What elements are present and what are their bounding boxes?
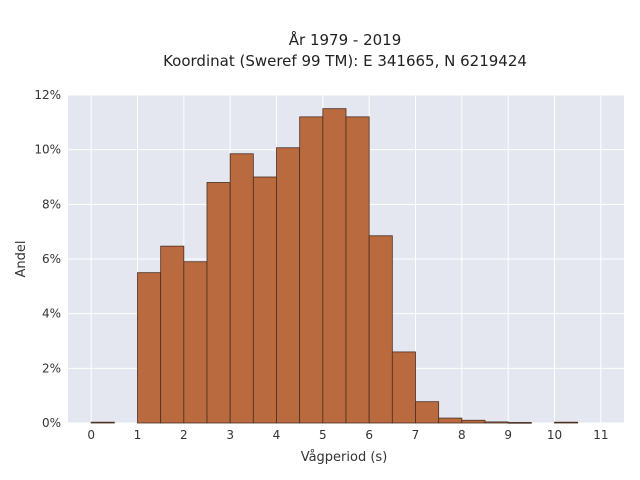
y-tick-label: 4%	[42, 307, 61, 321]
histogram-bar	[368, 235, 393, 424]
chart-title-line1: År 1979 - 2019	[289, 30, 402, 49]
histogram-bar	[438, 417, 463, 424]
x-tick-label: 5	[319, 428, 327, 442]
histogram-bar	[415, 401, 440, 424]
chart-title-line2: Koordinat (Sweref 99 TM): E 341665, N 62…	[163, 52, 527, 70]
histogram-bar	[322, 108, 347, 424]
histogram-bar	[391, 351, 416, 424]
x-tick-label: 3	[226, 428, 234, 442]
x-tick-label: 2	[180, 428, 188, 442]
x-tick-label: 8	[458, 428, 466, 442]
y-tick-label: 8%	[42, 197, 61, 211]
histogram-bar	[276, 147, 301, 424]
y-tick-label: 12%	[34, 88, 61, 102]
x-axis-ticks: 0 1 2 3 4 5 6 7 8 9 10 11	[87, 428, 608, 442]
histogram-bar	[345, 116, 370, 424]
histogram-bars	[90, 108, 579, 424]
y-tick-label: 10%	[34, 143, 61, 157]
x-tick-label: 0	[87, 428, 95, 442]
x-axis-label: Vågperiod (s)	[301, 450, 388, 465]
histogram-bar	[299, 116, 324, 424]
y-axis-label: Andel	[14, 241, 29, 278]
histogram-bar	[252, 176, 277, 424]
y-tick-label: 0%	[42, 416, 61, 430]
y-axis-ticks: 0% 2% 4% 6% 8% 10% 12%	[34, 88, 61, 430]
histogram-bar	[183, 261, 208, 424]
y-tick-label: 6%	[42, 252, 61, 266]
histogram-bar	[206, 182, 231, 424]
histogram-bar	[461, 419, 486, 424]
y-tick-label: 2%	[42, 361, 61, 375]
x-tick-label: 11	[593, 428, 608, 442]
x-tick-label: 1	[134, 428, 142, 442]
x-tick-label: 9	[504, 428, 512, 442]
histogram-bar	[554, 421, 579, 424]
x-tick-label: 7	[412, 428, 420, 442]
histogram-bar	[484, 421, 509, 424]
x-tick-label: 10	[547, 428, 562, 442]
histogram-bar	[507, 422, 532, 424]
x-tick-label: 4	[273, 428, 281, 442]
histogram-bar	[137, 272, 162, 424]
histogram-bar	[160, 245, 185, 424]
histogram-bar	[90, 421, 115, 424]
histogram-bar	[229, 153, 254, 424]
x-tick-label: 6	[365, 428, 373, 442]
